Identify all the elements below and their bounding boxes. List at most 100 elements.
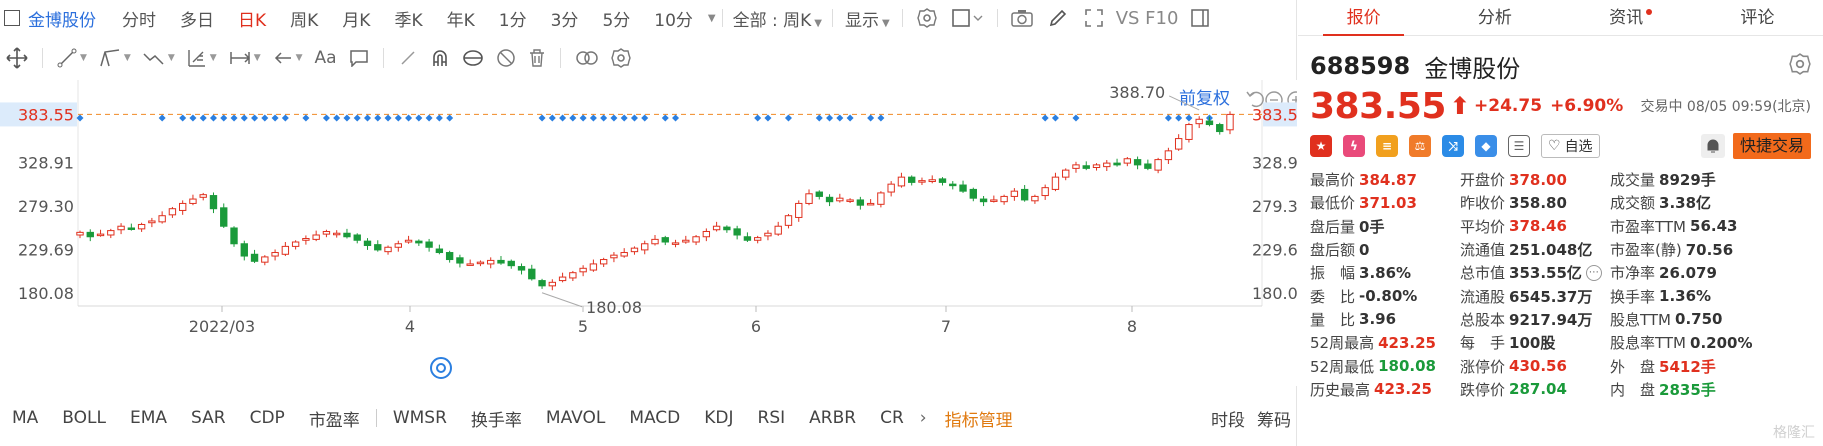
- indicator-cr[interactable]: CR: [880, 408, 904, 428]
- compare-checkbox[interactable]: [4, 10, 20, 26]
- quote-label: 平均价: [1460, 217, 1506, 236]
- settings-icon[interactable]: [916, 7, 938, 29]
- signal-diamond: [158, 114, 166, 122]
- signal-diamond: [1072, 114, 1080, 122]
- delete-icon[interactable]: [522, 44, 552, 72]
- candle: [250, 249, 259, 264]
- period-tab-yearly[interactable]: 年K: [446, 10, 475, 31]
- period-tab-multiday[interactable]: 多日: [180, 10, 214, 31]
- vs-f10-button[interactable]: VS F10: [1115, 7, 1179, 29]
- indicator-sar[interactable]: SAR: [191, 408, 226, 428]
- candle: [261, 255, 269, 266]
- camera-icon[interactable]: [1010, 7, 1033, 29]
- indicator-cdp[interactable]: CDP: [249, 408, 285, 428]
- period-tab-weekly[interactable]: 周K: [290, 10, 319, 31]
- adjust-mode-link[interactable]: 前复权: [1179, 89, 1230, 109]
- channel-tool-icon[interactable]: ▼: [93, 44, 137, 72]
- candle-body: [107, 230, 115, 236]
- candle-body: [250, 253, 259, 262]
- indicator-mavol[interactable]: MAVOL: [545, 408, 606, 428]
- indicator-manage-button[interactable]: 指标管理: [944, 410, 1013, 431]
- balance-icon[interactable]: ⚖: [1409, 135, 1431, 157]
- candle: [671, 239, 680, 248]
- chevron-down-icon[interactable]: ▼: [707, 12, 716, 24]
- period-tab-5min[interactable]: 5分: [602, 10, 631, 31]
- event-marker-icon[interactable]: [430, 357, 452, 379]
- quote-table: 最高价 384.87 开盘价 378.00 成交量 8929手 最低价 371.03 昨收价 35…: [1310, 168, 1822, 401]
- chips-button[interactable]: 筹码: [1257, 410, 1291, 431]
- low-annotation: 180.08: [586, 298, 642, 317]
- tag-icon[interactable]: ◆: [1475, 135, 1497, 157]
- indicator-rsi[interactable]: RSI: [757, 408, 786, 428]
- period-tab-intraday[interactable]: 分时: [122, 10, 156, 31]
- square-style-icon[interactable]: [951, 7, 984, 29]
- period-tab-monthly[interactable]: 月K: [342, 10, 371, 31]
- display-dropdown[interactable]: 显示 ▼: [845, 10, 890, 31]
- candle: [230, 226, 238, 247]
- line-tool-icon[interactable]: ▼: [51, 44, 93, 72]
- period-tab-3min[interactable]: 3分: [550, 10, 579, 31]
- indicator-turnover[interactable]: 换手率: [470, 410, 522, 431]
- indicator-kdj[interactable]: KDJ: [704, 408, 734, 428]
- bell-icon[interactable]: [1700, 134, 1725, 158]
- candle: [1133, 156, 1142, 170]
- candle-body: [918, 180, 926, 183]
- candlestick-chart[interactable]: 前复权 328.91 279.30 229.69 180.08 328.91 279.3…: [0, 80, 1297, 386]
- compare-icon[interactable]: [569, 44, 605, 72]
- move-tool-icon[interactable]: [0, 44, 34, 72]
- coins-icon[interactable]: ≡: [1376, 135, 1398, 157]
- stock-name-label[interactable]: 金博股份: [28, 10, 96, 31]
- period-tab-10min[interactable]: 10分: [654, 10, 693, 31]
- document-icon[interactable]: ☰: [1508, 135, 1530, 157]
- quick-trade-button[interactable]: 快捷交易: [1732, 133, 1811, 159]
- eraser-line-icon[interactable]: [392, 44, 424, 72]
- wave-tool-icon[interactable]: ▼: [137, 44, 181, 72]
- quote-cell: 振 幅 3.86%: [1310, 262, 1460, 283]
- fib-tool-icon[interactable]: ▼: [181, 44, 223, 72]
- quote-value: 287.04: [1509, 380, 1567, 399]
- indicator-wmsr[interactable]: WMSR: [392, 408, 447, 428]
- candle: [1103, 160, 1111, 172]
- sidebar-toggle-icon[interactable]: [1189, 7, 1211, 29]
- pencil-icon[interactable]: [1047, 7, 1069, 29]
- gear-icon[interactable]: [1789, 53, 1811, 79]
- candle-body: [1205, 120, 1214, 126]
- drawing-settings-icon[interactable]: [605, 44, 637, 72]
- hide-drawing-icon[interactable]: [490, 44, 522, 72]
- indicator-pe[interactable]: 市盈率: [308, 410, 360, 431]
- quote-label: 每 手: [1460, 334, 1506, 353]
- fullscreen-icon[interactable]: [1083, 7, 1105, 29]
- quote-cell: 52周最高 423.25: [1310, 332, 1460, 353]
- tab-quote[interactable]: 报价: [1298, 0, 1429, 36]
- candle-body: [753, 237, 762, 241]
- period-tab-quarterly[interactable]: 季K: [394, 10, 423, 31]
- indicator-macd[interactable]: MACD: [629, 408, 681, 428]
- tab-news[interactable]: 资讯: [1561, 0, 1692, 35]
- tab-comments[interactable]: 评论: [1740, 8, 1775, 28]
- arrow-tool-icon[interactable]: ▼: [267, 44, 309, 72]
- time-period-button[interactable]: 时段: [1211, 410, 1245, 431]
- note-tool-icon[interactable]: [343, 44, 375, 72]
- period-tab-1min[interactable]: 1分: [498, 10, 527, 31]
- indicator-boll[interactable]: BOLL: [62, 408, 106, 428]
- text-tool-icon[interactable]: Aa: [314, 48, 337, 68]
- more-icon[interactable]: ⋯: [1585, 264, 1602, 281]
- undo-icon[interactable]: [1246, 91, 1264, 108]
- magnet-icon[interactable]: [424, 44, 456, 72]
- tab-analysis[interactable]: 分析: [1477, 8, 1512, 28]
- china-flag-icon[interactable]: ★: [1310, 135, 1332, 157]
- candle: [1185, 122, 1193, 143]
- quote-value: 430.56: [1509, 357, 1567, 376]
- range-select[interactable]: 全部 : 周K ▼: [732, 10, 822, 31]
- indicator-ema[interactable]: EMA: [129, 408, 168, 428]
- lightning-icon[interactable]: ϟ: [1343, 135, 1365, 157]
- indicator-ma[interactable]: MA: [12, 408, 39, 428]
- measure-tool-icon[interactable]: ▼: [223, 44, 267, 72]
- period-tab-daily[interactable]: 日K: [238, 10, 267, 31]
- shuffle-icon[interactable]: ⤨: [1442, 135, 1464, 157]
- add-watchlist-button[interactable]: ♡ 自选: [1541, 134, 1600, 158]
- candle-body: [1051, 176, 1060, 190]
- chevron-right-icon[interactable]: ›: [919, 408, 927, 428]
- lock-drawing-icon[interactable]: [456, 44, 490, 72]
- indicator-arbr[interactable]: ARBR: [809, 408, 857, 428]
